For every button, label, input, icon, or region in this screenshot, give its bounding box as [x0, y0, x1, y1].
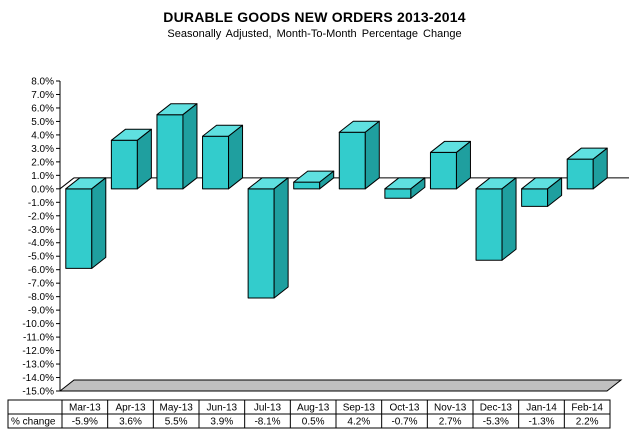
bar-jun-13	[202, 124, 244, 190]
y-tick-label: -9.0%	[28, 306, 54, 317]
y-tick-label: 0.0%	[31, 184, 54, 195]
data-value-label: -5.9%	[72, 417, 98, 428]
data-value-label: -5.3%	[483, 417, 509, 428]
bar-front-face	[521, 188, 549, 207]
y-tick-label: -5.0%	[28, 252, 54, 263]
bar-side-face	[592, 147, 608, 190]
y-tick-label: -3.0%	[28, 225, 54, 236]
y-tick-label: 8.0%	[31, 77, 54, 88]
y-tick-label: -15.0%	[22, 387, 54, 398]
y-tick-label: -7.0%	[28, 279, 54, 290]
bar-front-face	[429, 151, 457, 190]
y-tick-label: 6.0%	[31, 103, 54, 114]
zero-line-depth	[59, 177, 75, 190]
bar-side-face	[91, 177, 107, 269]
x-category-label: Feb-14	[571, 403, 603, 414]
y-tick-label: 3.0%	[31, 144, 54, 155]
bar-side-face	[319, 170, 335, 190]
bar-front-face	[475, 188, 503, 261]
y-tick-label: -14.0%	[22, 373, 54, 384]
y-tick-label: -10.0%	[22, 319, 54, 330]
bar-front-face	[338, 131, 366, 190]
x-category-label: Jul-13	[254, 403, 282, 414]
bar-mar-13	[65, 177, 107, 269]
data-value-label: 0.5%	[302, 417, 325, 428]
data-value-label: -8.1%	[254, 417, 280, 428]
y-tick-label: 5.0%	[31, 117, 54, 128]
data-value-label: -1.3%	[528, 417, 554, 428]
bar-jan-14	[521, 177, 563, 207]
bar-side-face	[410, 177, 426, 199]
y-tick-label: -8.0%	[28, 292, 54, 303]
x-category-label: Oct-13	[389, 403, 419, 414]
bar-front-face	[566, 158, 594, 190]
bar-side-face	[182, 103, 198, 190]
data-value-label: 3.6%	[119, 417, 142, 428]
bar-dec-13	[475, 177, 517, 261]
data-value-label: 5.5%	[165, 417, 188, 428]
data-value-label: 4.2%	[347, 417, 370, 428]
bar-front-face	[202, 135, 230, 190]
y-tick-label: 7.0%	[31, 90, 54, 101]
y-tick-label: 4.0%	[31, 130, 54, 141]
chart-floor	[58, 379, 623, 392]
bar-jul-13	[247, 177, 289, 299]
bar-side-face	[364, 120, 380, 190]
y-tick-label: -11.0%	[23, 333, 54, 344]
x-category-label: Jan-14	[526, 403, 557, 414]
data-value-label: 3.9%	[210, 417, 233, 428]
chart-subtitle: Seasonally Adjusted, Month-To-Month Perc…	[167, 28, 462, 40]
bar-apr-13	[110, 128, 152, 190]
x-category-label: Aug-13	[297, 403, 330, 414]
bar-front-face	[65, 188, 93, 269]
y-tick-label: 1.0%	[31, 171, 54, 182]
bar-may-13	[156, 103, 198, 190]
bar-side-face	[228, 124, 244, 190]
bar-nov-13	[429, 140, 471, 190]
x-category-label: May-13	[159, 403, 193, 414]
bar-side-face	[455, 140, 471, 190]
x-category-label: Jun-13	[207, 403, 238, 414]
data-value-label: 2.2%	[576, 417, 599, 428]
x-category-label: Nov-13	[434, 403, 467, 414]
bar-side-face	[501, 177, 517, 261]
data-value-label: -0.7%	[391, 417, 417, 428]
bar-side-face	[136, 128, 152, 190]
y-tick-label: -12.0%	[22, 346, 54, 357]
data-table-row-label: % change	[11, 417, 56, 428]
bar-sep-13	[338, 120, 380, 190]
y-tick-label: -2.0%	[28, 211, 54, 222]
y-tick-label: -1.0%	[28, 198, 54, 209]
x-category-label: Apr-13	[115, 403, 145, 414]
chart-title: DURABLE GOODS NEW ORDERS 2013-2014	[163, 9, 466, 25]
y-tick-label: -4.0%	[28, 238, 54, 249]
bar-oct-13	[384, 177, 426, 199]
bar-side-face	[547, 177, 563, 207]
y-tick-label: 2.0%	[31, 157, 54, 168]
bar-aug-13	[293, 170, 335, 190]
bar-front-face	[156, 114, 184, 190]
x-category-label: Sep-13	[343, 403, 376, 414]
bar-front-face	[293, 181, 321, 190]
x-category-label: Mar-13	[69, 403, 101, 414]
bar-front-face	[384, 188, 412, 199]
bar-feb-14	[566, 147, 608, 190]
x-category-label: Dec-13	[480, 403, 513, 414]
y-tick-label: -6.0%	[28, 265, 54, 276]
data-value-label: 2.7%	[439, 417, 462, 428]
y-tick-label: -13.0%	[22, 360, 54, 371]
bar-front-face	[247, 188, 275, 299]
bar-front-face	[110, 139, 138, 190]
bar-side-face	[273, 177, 289, 299]
